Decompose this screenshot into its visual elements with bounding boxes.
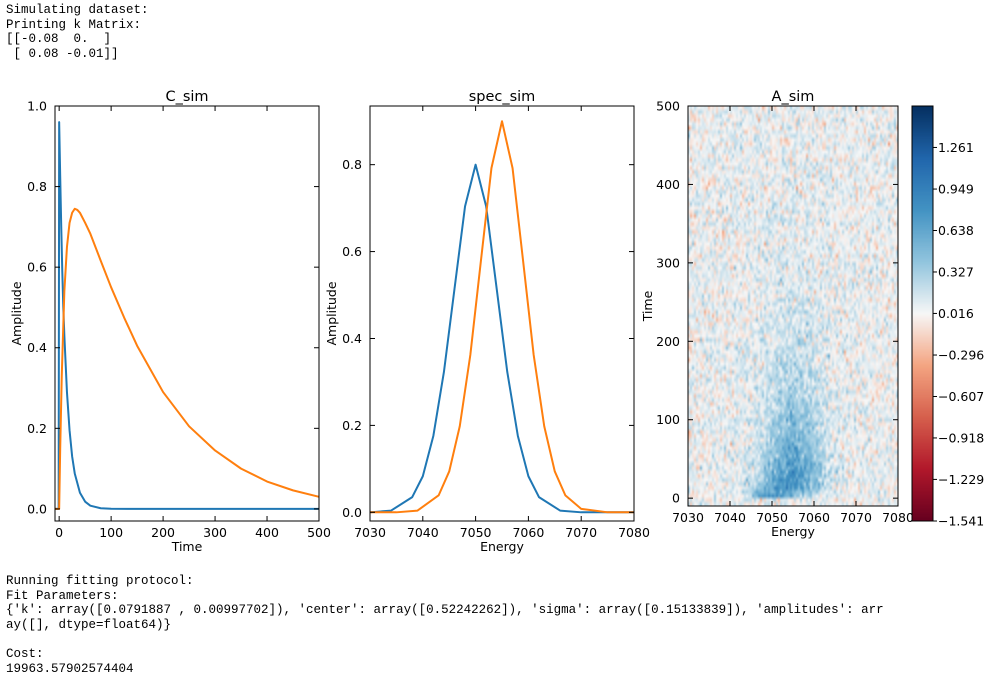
output-line: Simulating dataset:: [6, 3, 149, 17]
x-tick-label: 7030: [354, 525, 386, 540]
series-line-1: [370, 120, 634, 514]
x-axis-label: Time: [171, 539, 203, 554]
colorbar-tick-label: 1.261: [938, 140, 974, 155]
colorbar-tick-label: 0.327: [938, 264, 974, 279]
y-axis-label: Amplitude: [324, 281, 339, 345]
x-axis-label: Energy: [771, 524, 815, 539]
output-line: Fit Parameters:: [6, 588, 119, 603]
colorbar-tick-label: −0.607: [938, 389, 984, 404]
heatmap-image: [688, 106, 898, 506]
output-line: Running fitting protocol:: [6, 574, 194, 588]
y-tick-label: 400: [656, 177, 680, 192]
output-line: Cost:: [6, 646, 44, 661]
x-tick-label: 7080: [882, 510, 914, 525]
y-tick-label: 0.8: [342, 157, 362, 172]
y-tick-label: 0.0: [27, 501, 47, 516]
output-line: ​: [6, 632, 884, 647]
figure-output: 0 100 200 300 400 500 0.0 0.2 0.4 0.6 0.8 1.0 C_sim T…: [9, 89, 984, 554]
y-tick-label: 0: [672, 491, 680, 506]
x-tick-label: 7050: [756, 510, 788, 525]
colorbar-tick-label: 0.016: [938, 306, 974, 321]
output-line: [[-0.08 0. ]: [6, 32, 112, 47]
y-tick-label: 200: [656, 334, 680, 349]
y-axis-label: Time: [640, 290, 655, 322]
colorbar-tick-label: −1.541: [938, 514, 984, 529]
x-tick-label: 500: [307, 525, 331, 540]
output-line: [ 0.08 -0.01]]: [6, 46, 119, 61]
x-tick-label: 7030: [672, 510, 704, 525]
y-tick-label: 300: [656, 255, 680, 270]
colorbar-tick-label: −0.918: [938, 430, 984, 445]
x-tick-label: 7040: [407, 525, 439, 540]
x-axis-label: Energy: [480, 539, 524, 554]
console-output-top: Simulating dataset: Printing k Matrix: [[-…: [6, 3, 149, 61]
y-tick-label: 100: [656, 412, 680, 427]
colorbar-tick-label: 0.949: [938, 182, 974, 197]
plot-frame: [369, 105, 635, 522]
colorbar-tick-label: −1.229: [938, 472, 984, 487]
x-tick-label: 0: [55, 525, 63, 540]
plot-frame: [687, 105, 899, 507]
x-tick-label: 7040: [714, 510, 746, 525]
x-tick-label: 7060: [512, 525, 544, 540]
y-tick-label: 1.0: [27, 99, 47, 114]
y-tick-label: 0.2: [27, 421, 47, 436]
x-tick-label: 7060: [798, 510, 830, 525]
output-line: {'k': array([0.0791887 , 0.00997702]), '…: [6, 603, 884, 618]
x-tick-label: 7070: [840, 510, 872, 525]
output-line: Printing k Matrix:: [6, 17, 142, 32]
colorbar-image: [912, 106, 933, 521]
console-output-bottom: Running fitting protocol: Fit Parameters:…: [6, 574, 884, 676]
colorbar-tick-label: −0.296: [938, 348, 984, 363]
x-tick-label: 400: [255, 525, 279, 540]
y-tick-label: 0.4: [342, 331, 362, 346]
y-axis-label: Amplitude: [9, 281, 24, 345]
series-line-1: [55, 207, 320, 510]
chart-title: A_sim: [772, 89, 815, 105]
x-tick-label: 200: [151, 525, 175, 540]
output-line: 19963.57902574404: [6, 661, 134, 676]
y-tick-label: 0.6: [342, 244, 362, 259]
y-tick-label: 0.2: [342, 418, 362, 433]
chart-title: spec_sim: [469, 89, 536, 105]
y-tick-label: 500: [656, 99, 680, 114]
y-tick-label: 0.4: [27, 340, 47, 355]
series-line-0: [369, 163, 634, 514]
x-tick-label: 7080: [618, 525, 650, 540]
plot-frame: [54, 105, 320, 522]
chart-title: C_sim: [165, 89, 208, 105]
y-tick-label: 0.6: [27, 260, 47, 275]
y-tick-label: 0.8: [27, 179, 47, 194]
colorbar-tick-label: 0.638: [938, 223, 974, 238]
y-tick-label: 0.0: [342, 505, 362, 520]
x-tick-label: 100: [99, 525, 123, 540]
x-tick-label: 7050: [460, 525, 492, 540]
output-line: ay([], dtype=float64)}: [6, 617, 172, 632]
x-tick-label: 300: [203, 525, 227, 540]
series-line-0: [55, 121, 319, 510]
x-tick-label: 7070: [565, 525, 597, 540]
